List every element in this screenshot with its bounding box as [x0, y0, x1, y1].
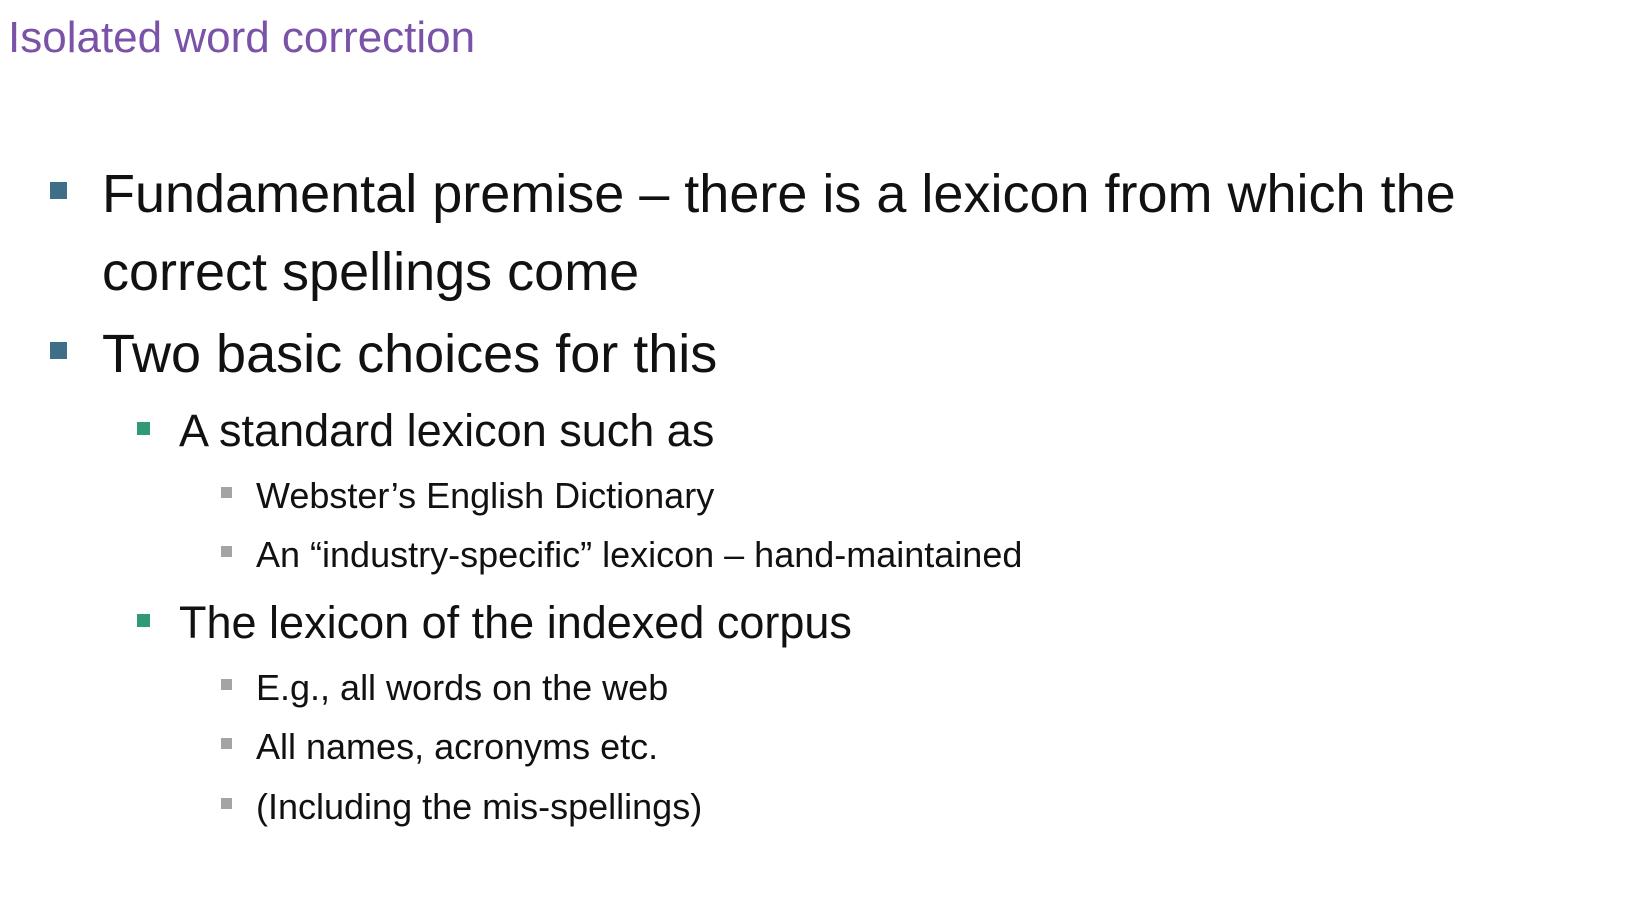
square-bullet-icon: [50, 342, 67, 359]
bullet-text-line-1: Fundamental premise – there is a lexicon…: [102, 155, 1456, 233]
square-bullet-icon: [50, 182, 67, 199]
sub-bullet-text: The lexicon of the indexed corpus: [179, 592, 852, 654]
sub-sub-bullet-text: E.g., all words on the web: [256, 660, 668, 716]
sub-sub-bullet-all-words: E.g., all words on the web: [221, 660, 668, 716]
sub-sub-bullet-text: (Including the mis-spellings): [256, 779, 702, 835]
bullet-text: Fundamental premise – there is a lexicon…: [102, 155, 1456, 311]
square-bullet-icon: [221, 679, 232, 690]
square-bullet-icon: [221, 487, 232, 498]
bullet-fundamental-premise: Fundamental premise – there is a lexicon…: [50, 155, 1456, 311]
sub-bullet-standard-lexicon: A standard lexicon such as: [137, 400, 714, 462]
sub-sub-bullet-websters: Webster’s English Dictionary: [221, 468, 714, 524]
bullet-two-basic-choices: Two basic choices for this: [50, 315, 717, 393]
sub-bullet-text: A standard lexicon such as: [179, 400, 714, 462]
sub-sub-bullet-text: Webster’s English Dictionary: [256, 468, 714, 524]
square-bullet-icon: [221, 738, 232, 749]
sub-bullet-indexed-corpus: The lexicon of the indexed corpus: [137, 592, 852, 654]
sub-sub-bullet-names-acronyms: All names, acronyms etc.: [221, 719, 658, 775]
bullet-text-line-2: correct spellings come: [102, 233, 1456, 311]
square-bullet-icon: [221, 798, 232, 809]
sub-sub-bullet-misspellings: (Including the mis-spellings): [221, 779, 702, 835]
square-bullet-icon: [137, 614, 150, 627]
slide-title: Isolated word correction: [8, 10, 475, 66]
sub-sub-bullet-text: An “industry-specific” lexicon – hand-ma…: [256, 527, 1022, 583]
bullet-text: Two basic choices for this: [102, 315, 717, 393]
square-bullet-icon: [137, 422, 150, 435]
sub-sub-bullet-text: All names, acronyms etc.: [256, 719, 658, 775]
sub-sub-bullet-industry-specific: An “industry-specific” lexicon – hand-ma…: [221, 527, 1022, 583]
square-bullet-icon: [221, 546, 232, 557]
